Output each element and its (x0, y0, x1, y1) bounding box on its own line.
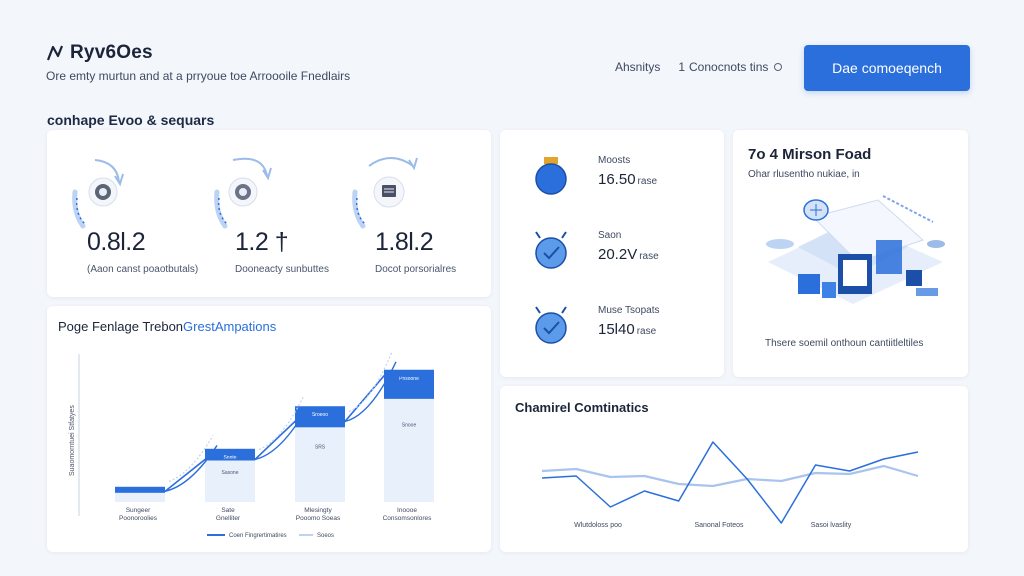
stat-value: 1.2 † (235, 228, 289, 256)
bar-sub-label: Sasone (222, 470, 239, 476)
stat-item: 1.2 † Dooneacty sunbuttes (195, 130, 335, 297)
bar-label: Snnte (223, 455, 236, 461)
stat-item: 0.8l.2 (Aaon canst poaotbutals) (47, 130, 198, 297)
x-tick-label: Consomsonlores (383, 515, 433, 522)
funnel-bar-cap (115, 486, 165, 493)
brand-logo-icon (46, 45, 64, 61)
nav-item-label: Ahsnitys (615, 60, 661, 74)
funnel-connector (344, 361, 397, 423)
bar-sub-label: Snooe (402, 423, 417, 429)
brand-name: Ryv6Oes (70, 42, 153, 63)
bar-sub-label: SRS (315, 445, 326, 451)
metric-name: Muse Tsopats (598, 305, 660, 316)
funnel-connector-shadow (348, 351, 393, 413)
promo-subtitle: Ohar rlusentho nukiae, in (748, 169, 860, 180)
x-tick-label: Inoooe (397, 507, 417, 514)
funnel-connector-shadow (168, 435, 214, 482)
section-title: conhape Evoo & sequars (47, 112, 215, 128)
line-chart: Wlutdoloss poo Sanonal Foteos Sasoi lvasli… (541, 441, 919, 529)
stats-card: 0.8l.2 (Aaon canst poaotbutals) 1.2 † Do… (47, 130, 491, 297)
x-tick-label: Wlutdoloss poo (574, 522, 622, 529)
legend-item: Coen Fingrertimatires (229, 533, 287, 539)
metric-unit: rase (637, 176, 657, 187)
chart-title: Chamirel Comtinatics (515, 400, 649, 415)
funnel-bar-cap (205, 448, 255, 461)
legend-item: Soeos (317, 533, 334, 539)
metric-value: 16.50 rase (598, 171, 657, 188)
stat-item: 1.8l.2 Docot porsorialres (335, 130, 475, 297)
sync-badge-icon (72, 159, 124, 229)
stat-value: 0.8l.2 (87, 228, 146, 256)
sync-document-icon (352, 157, 418, 229)
nav-item-connections[interactable]: Conocnots tins (689, 60, 783, 74)
x-tick-label: Sasoi lvaslity (811, 522, 852, 529)
metric-unit: rase (639, 251, 659, 262)
chip-icon (535, 157, 567, 195)
y-axis-label: Suaomorntuei Stfatyes (69, 405, 76, 476)
nav-item-activity[interactable]: Ahsnitys 1 (615, 60, 685, 74)
metric-name: Moosts (598, 155, 631, 166)
funnel-connector (254, 407, 308, 461)
brand-tagline: Ore emty murtun and at a prryoue toe Arr… (46, 69, 351, 83)
isometric-workspace-illustration-icon (766, 195, 945, 304)
radio-dot-icon (774, 63, 783, 71)
promo-title: 7o 4 Mirson Foad (748, 146, 872, 163)
check-face-icon (535, 231, 567, 269)
line-series-primary (541, 441, 919, 524)
funnel-chart: Suaomorntuei Stfatyes SungeerPoonoroolie… (69, 351, 434, 539)
x-tick-label: Gnelliter (216, 515, 241, 522)
chart-title-accent: GrestAmpations (183, 319, 277, 334)
metric-value: 15l40 rase (598, 321, 657, 338)
x-tick-label: Sanonal Foteos (694, 522, 744, 529)
x-tick-label: Sate (221, 507, 235, 514)
sync-badge-icon (214, 157, 272, 229)
metric-value: 20.2V rase (598, 246, 659, 263)
funnel-series-line (115, 375, 434, 493)
primary-cta-button[interactable]: Dae comoeqench (804, 45, 970, 91)
stat-label: Docot porsorialres (375, 264, 457, 275)
metric-name: Saon (598, 230, 622, 241)
line-chart-card: Chamirel Comtinatics Wlutdoloss poo Sanon… (500, 386, 968, 552)
bar-label: Pnsoone (399, 376, 419, 382)
metric-unit: rase (636, 326, 657, 337)
brand[interactable]: Ryv6Oes (46, 42, 153, 64)
x-tick-label: Sungeer (126, 507, 151, 514)
stat-label: (Aaon canst poaotbutals) (87, 264, 199, 275)
check-face-icon (535, 306, 567, 344)
nav-item-count: 1 (678, 60, 686, 74)
stat-value: 1.8l.2 (375, 228, 434, 256)
nav-item-label: Conocnots tins (689, 60, 769, 74)
line-series-secondary (541, 464, 919, 488)
funnel-chart-card: Poge Fenlage TrebonGrestAmpations Suaomo… (47, 306, 491, 552)
funnel-connector (164, 445, 218, 493)
promo-card[interactable]: 7o 4 Mirson Foad Ohar rlusentho nukiae, … (733, 130, 968, 377)
stat-label: Dooneacty sunbuttes (235, 264, 329, 275)
x-tick-label: Pooomo Soeas (296, 515, 341, 522)
metric-item[interactable]: Muse Tsopats 15l40 rase (530, 305, 720, 355)
bar-label: Sroeoo (312, 412, 328, 418)
metric-item[interactable]: Moosts 16.50 rase (530, 155, 720, 205)
funnel-connector-shadow (258, 397, 304, 451)
funnel-bar-cap (384, 369, 434, 399)
x-tick-label: Poonoroolies (119, 515, 158, 522)
promo-footer: Thsere soemil onthoun cantiitleltiles (765, 338, 924, 349)
chart-title: Poge Fenlage TrebonGrestAmpations (58, 319, 276, 334)
x-tick-label: Mlesingty (304, 507, 332, 514)
chart-title-main: Poge Fenlage Trebon (58, 319, 184, 334)
metrics-card: Moosts 16.50 rase Saon 20.2V rase Muse Tso… (500, 130, 724, 377)
metric-item[interactable]: Saon 20.2V rase (530, 230, 720, 280)
